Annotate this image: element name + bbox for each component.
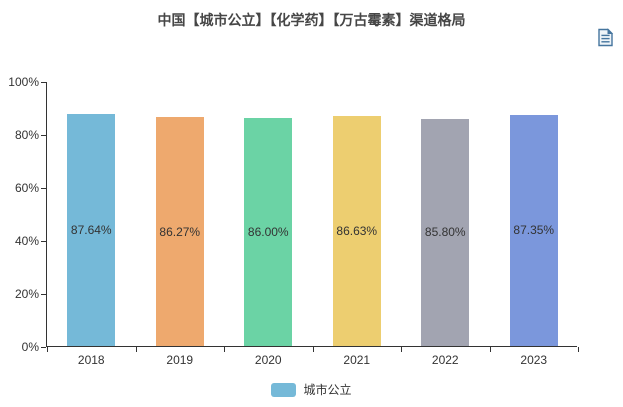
bar-value-label: 86.63% — [336, 224, 378, 239]
y-axis-label: 20% — [14, 287, 39, 301]
bar-2022[interactable]: 85.80% — [421, 118, 470, 346]
x-axis-label-2020: 2020 — [254, 353, 282, 367]
x-axis-tick — [401, 347, 402, 352]
x-axis-tick — [489, 347, 491, 352]
x-axis-label-2019: 2019 — [166, 353, 194, 367]
y-axis-label: 0% — [21, 340, 39, 354]
legend-swatch — [271, 382, 297, 397]
bar-value-label: 85.80% — [424, 225, 466, 240]
data-view-icon-glyph — [598, 28, 614, 47]
y-axis-tick — [41, 294, 46, 295]
y-axis-label: 100% — [8, 75, 39, 89]
y-axis-tick — [41, 135, 46, 136]
x-axis-label-2023: 2023 — [520, 353, 548, 367]
bar-2023[interactable]: 87.35% — [509, 114, 558, 346]
bar-value-label: 87.64% — [70, 222, 112, 237]
x-axis-tick — [47, 347, 48, 352]
x-axis-tick — [312, 347, 314, 352]
bar-2020[interactable]: 86.00% — [244, 118, 293, 346]
chart-title: 中国【城市公立】【化学药】【万古霉素】渠道格局 — [157, 12, 466, 28]
y-axis-tick — [41, 241, 46, 242]
x-axis-label-2018: 2018 — [77, 353, 105, 367]
legend-label: 城市公立 — [303, 383, 352, 397]
x-axis-label-2021: 2021 — [343, 353, 371, 367]
bar-value-label: 86.27% — [159, 224, 201, 239]
y-axis-tick — [41, 347, 46, 348]
bar-2021[interactable]: 86.63% — [332, 116, 381, 346]
x-axis-tick — [578, 347, 579, 352]
bar-2019[interactable]: 86.27% — [155, 117, 204, 346]
y-axis-tick — [41, 82, 46, 83]
y-axis-label: 40% — [14, 234, 39, 248]
plot-area: 0% 20% 40% 60% 80% 100% 87.64% 2018 86.27% 2019 86… — [8, 76, 579, 367]
bar-2018[interactable]: 87.64% — [67, 113, 116, 346]
legend-item[interactable]: 城市公立 — [0, 381, 623, 398]
x-axis-label-2022: 2022 — [431, 353, 459, 367]
x-axis-tick — [135, 347, 137, 352]
y-axis-label: 80% — [14, 128, 39, 142]
x-axis-tick — [224, 347, 225, 352]
y-axis-label: 60% — [14, 181, 39, 195]
data-view-icon[interactable] — [597, 28, 614, 47]
y-axis-tick — [41, 188, 46, 189]
bar-value-label: 86.00% — [247, 225, 289, 240]
bar-value-label: 87.35% — [513, 223, 555, 238]
